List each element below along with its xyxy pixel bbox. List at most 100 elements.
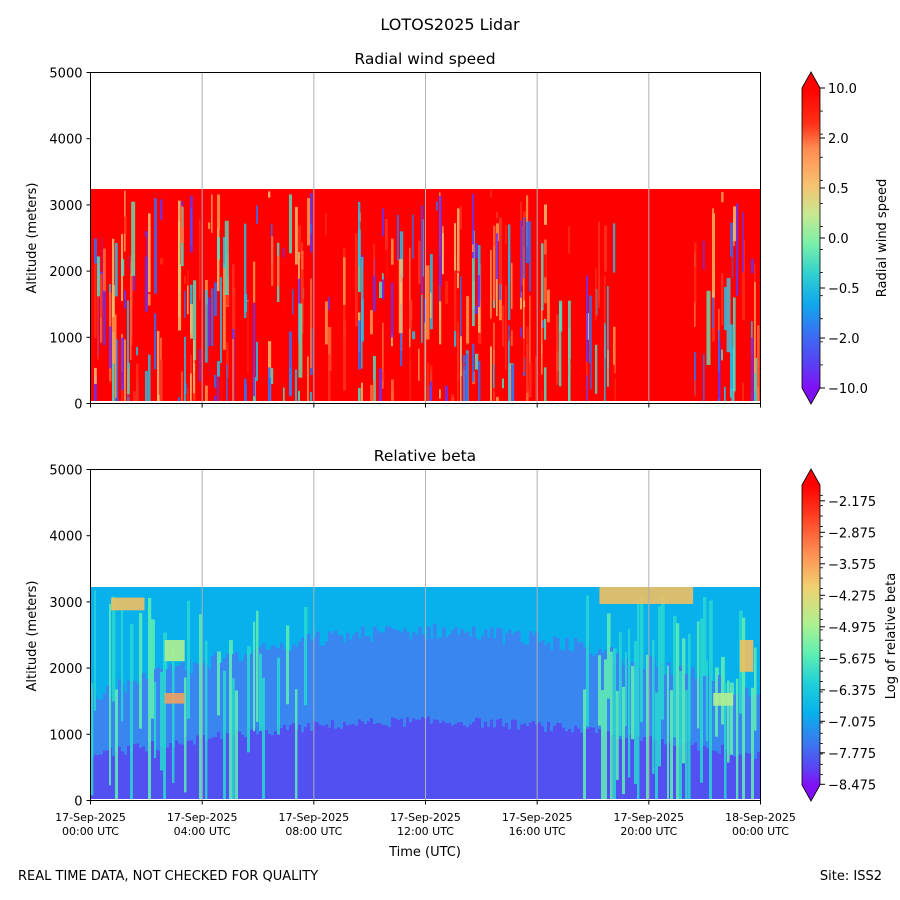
beta-cell <box>271 735 275 799</box>
wind-cell <box>145 231 148 312</box>
wind-cell <box>544 204 548 225</box>
wind-cell <box>154 313 157 370</box>
panel2-xlabel: Time (UTC) <box>388 845 461 860</box>
wind-cell <box>103 290 106 346</box>
beta-cell <box>274 647 278 799</box>
y-tick-label: 5000 <box>49 464 82 479</box>
beta-plume <box>724 682 727 799</box>
wind-cell <box>328 297 330 310</box>
beta-cell <box>421 634 425 799</box>
beta-plume <box>112 596 116 702</box>
beta-cell <box>439 637 443 799</box>
beta-plume <box>640 596 644 722</box>
beta-cell <box>385 725 389 799</box>
beta-cell <box>250 729 254 799</box>
beta-cell <box>388 626 392 799</box>
beta-patch <box>599 587 694 604</box>
x-tick-date: 17-Sep-2025 <box>390 811 461 824</box>
beta-cell <box>343 642 347 799</box>
colorbar-tick-label: −2.875 <box>828 526 876 541</box>
colorbar-extend-low <box>802 785 820 801</box>
wind-cell <box>268 191 271 198</box>
beta-cell <box>190 740 194 799</box>
beta-cell <box>151 672 155 799</box>
wind-cell <box>598 221 600 301</box>
wind-cell <box>361 256 364 340</box>
beta-cell <box>214 652 218 799</box>
wind-cell <box>94 376 97 401</box>
wind-cell <box>355 233 358 327</box>
wind-cell <box>271 368 274 385</box>
beta-cell <box>124 692 128 799</box>
beta-cell <box>649 736 653 799</box>
beta-cell <box>556 722 560 799</box>
beta-cell <box>499 718 503 799</box>
beta-cell <box>577 728 581 799</box>
wind-cell <box>199 348 201 382</box>
wind-cell <box>541 376 545 401</box>
beta-cell <box>625 658 629 799</box>
wind-cell <box>547 313 550 357</box>
wind-cell <box>589 295 592 390</box>
wind-cell <box>523 217 526 279</box>
wind-cell <box>457 208 460 272</box>
wind-cell <box>232 338 235 401</box>
beta-plume <box>199 614 202 799</box>
wind-cell <box>397 342 400 401</box>
wind-cell <box>298 225 301 259</box>
beta-cell <box>193 662 197 799</box>
colorbar-extend-high <box>802 469 820 485</box>
wind-cell <box>493 322 495 364</box>
wind-cell <box>442 233 444 275</box>
beta-cell <box>283 649 287 799</box>
beta-cell <box>157 750 161 799</box>
beta-cell <box>268 734 272 799</box>
wind-cell <box>193 340 195 373</box>
beta-cell <box>712 750 716 799</box>
wind-cell <box>397 214 400 261</box>
beta-plume <box>121 604 124 722</box>
beta-cell <box>283 724 287 799</box>
wind-cell <box>112 331 115 401</box>
wind-cell <box>217 237 220 260</box>
wind-cell <box>409 300 413 329</box>
beta-cell <box>298 641 302 799</box>
beta-cell <box>316 722 320 799</box>
wind-cell <box>361 323 363 369</box>
beta-cell <box>382 632 386 799</box>
beta-cell <box>523 644 527 799</box>
wind-cell <box>223 236 226 269</box>
wind-cell <box>757 325 760 401</box>
beta-cell <box>586 728 590 799</box>
wind-cell <box>502 350 505 389</box>
wind-cell <box>181 227 185 243</box>
beta-cell <box>460 628 464 799</box>
beta-cell <box>274 731 278 799</box>
wind-cell <box>217 228 220 292</box>
wind-cell <box>124 216 127 234</box>
beta-cell <box>127 745 131 799</box>
beta-cell <box>505 633 509 799</box>
beta-cell <box>145 751 149 799</box>
wind-cell <box>439 389 441 399</box>
beta-cell <box>739 684 743 799</box>
beta-patch <box>739 640 754 672</box>
beta-cell <box>550 650 554 799</box>
wind-cell <box>289 331 293 397</box>
beta-cell <box>100 754 104 799</box>
wind-cell <box>385 218 388 279</box>
wind-cell <box>307 198 311 246</box>
wind-cell <box>490 346 492 401</box>
wind-cell <box>310 391 312 401</box>
beta-cell <box>727 752 731 799</box>
x-tick-date: 17-Sep-2025 <box>278 811 349 824</box>
wind-cell <box>526 392 529 401</box>
wind-cell <box>520 327 523 338</box>
wind-cell <box>499 280 502 321</box>
figure-title: LOTOS2025 Lidar <box>380 15 520 34</box>
beta-cell <box>379 723 383 799</box>
wind-cell <box>454 330 457 347</box>
wind-cell <box>361 299 364 342</box>
wind-cell <box>136 346 139 356</box>
beta-cell <box>754 758 758 799</box>
